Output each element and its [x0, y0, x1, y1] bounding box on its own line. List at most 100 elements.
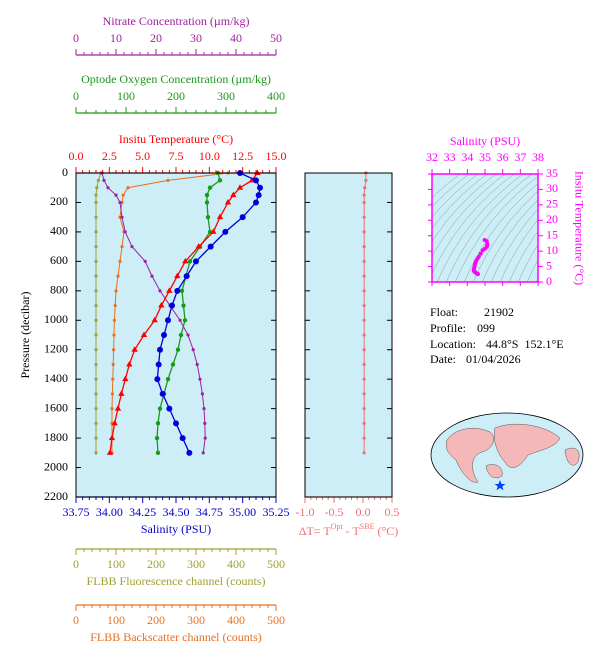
plot-area — [76, 173, 276, 497]
data-point — [255, 192, 262, 199]
data-point — [120, 215, 124, 219]
data-point — [362, 436, 366, 440]
data-point — [362, 193, 366, 197]
data-point — [362, 407, 366, 411]
data-point — [155, 450, 161, 456]
data-point — [362, 200, 366, 205]
x-axis-label-part: SBE — [360, 522, 375, 531]
profile-line — [363, 173, 367, 453]
y-tick-label: 1200 — [44, 341, 68, 355]
x-tick-label: 12.5 — [232, 149, 253, 163]
data-point — [130, 245, 134, 249]
x-axis-label: FLBB Backscatter channel (counts) — [90, 630, 262, 644]
isopycnal — [481, 199, 538, 282]
map-land — [494, 423, 561, 468]
data-point — [174, 272, 181, 279]
isopycnal — [499, 219, 538, 282]
data-point — [210, 228, 217, 234]
y-axis-label: Pressure (decibar) — [18, 292, 32, 379]
data-point — [106, 449, 114, 455]
x-tick-label: 20 — [150, 31, 162, 45]
data-point — [362, 259, 366, 263]
data-point — [94, 215, 98, 219]
data-point — [222, 228, 229, 235]
isopycnal — [432, 174, 506, 257]
map-land — [564, 447, 580, 466]
isopycnal — [432, 174, 461, 199]
profile-line — [95, 172, 102, 453]
data-point — [94, 421, 98, 425]
data-point — [102, 178, 106, 182]
data-point — [94, 289, 98, 293]
data-point — [236, 184, 244, 190]
data-point — [183, 273, 190, 280]
data-point — [362, 421, 366, 425]
data-point — [94, 362, 98, 367]
x-tick-label: 400 — [267, 89, 285, 103]
data-point — [95, 186, 99, 190]
data-point — [114, 405, 122, 411]
data-point — [126, 360, 133, 367]
x-tick-label: 100 — [117, 89, 135, 103]
plot-area — [432, 174, 538, 282]
data-point — [94, 193, 98, 197]
y-tick-label: 20 — [546, 212, 558, 226]
x-tick-label: 0.0 — [69, 149, 84, 163]
data-point — [155, 361, 162, 368]
x-tick-label: 34.50 — [163, 505, 190, 519]
y-tick-label: 5 — [546, 258, 552, 272]
x-tick-label: 500 — [267, 613, 285, 627]
x-axis-label-part: ΔT= T — [299, 524, 332, 538]
data-point — [207, 243, 214, 250]
data-point — [106, 186, 110, 190]
data-point — [94, 451, 98, 455]
y-tick-label: 200 — [50, 194, 68, 208]
y-tick-label: 0 — [546, 274, 552, 288]
info-label: Date: — [430, 352, 456, 366]
data-point — [195, 243, 202, 249]
data-point — [94, 303, 98, 308]
data-point — [362, 392, 366, 396]
x-tick-label: 0 — [73, 613, 79, 627]
x-tick-label: 0 — [73, 557, 79, 571]
info-value: 01/04/2026 — [466, 352, 521, 366]
data-point — [174, 287, 181, 294]
x-tick-label: 300 — [187, 557, 205, 571]
x-tick-label: 0.0 — [356, 505, 371, 519]
x-tick-label: 30 — [190, 31, 202, 45]
x-tick-label: 200 — [147, 613, 165, 627]
data-point — [257, 184, 263, 191]
float-location-star — [494, 480, 506, 491]
data-point — [165, 376, 171, 382]
y-tick-label: 800 — [50, 283, 68, 297]
data-point — [123, 230, 127, 234]
plot-area — [305, 173, 392, 497]
x-axis-label: Salinity (PSU) — [141, 522, 211, 536]
data-point — [363, 186, 367, 190]
data-point — [110, 392, 114, 396]
y-axis-label: Insitu Temperature (°C) — [572, 171, 586, 285]
profile-line — [109, 172, 258, 453]
data-point — [207, 185, 213, 190]
data-point — [191, 348, 195, 352]
y-tick-label: 0 — [62, 165, 68, 179]
x-tick-label: 34.75 — [196, 505, 223, 519]
y-tick-label: 1400 — [44, 371, 68, 385]
data-point — [121, 193, 125, 197]
data-point — [193, 258, 199, 265]
data-point — [178, 318, 182, 322]
data-point — [165, 317, 171, 324]
plot-frame — [75, 172, 277, 498]
data-point — [111, 377, 115, 381]
x-tick-label: 10 — [110, 31, 122, 45]
info-label: Float: — [430, 305, 458, 319]
data-point — [203, 436, 207, 440]
data-point — [114, 289, 118, 293]
data-point — [112, 333, 116, 337]
data-point — [362, 289, 366, 293]
isopycnal — [472, 190, 538, 282]
data-point — [204, 192, 210, 198]
data-point — [200, 392, 204, 396]
data-point — [186, 449, 193, 456]
isopycnal — [432, 174, 488, 229]
